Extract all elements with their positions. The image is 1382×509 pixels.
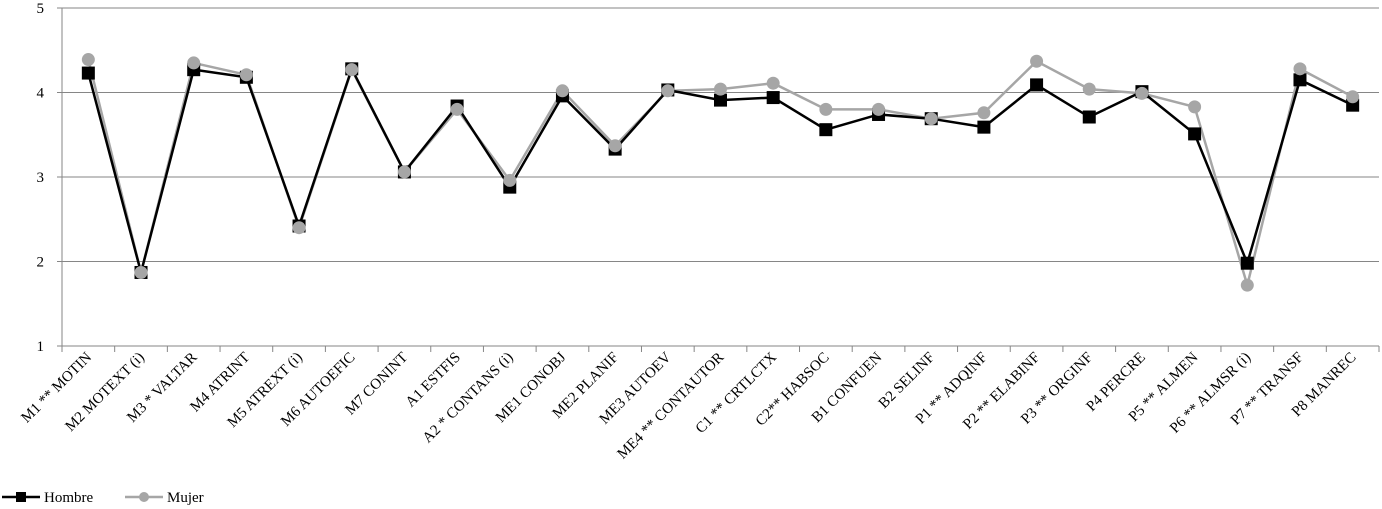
data-point-mujer — [661, 84, 675, 98]
data-point-mujer — [1188, 100, 1202, 114]
gridlines — [61, 7, 1379, 347]
data-point-mujer — [450, 102, 464, 116]
x-tick-label: A2 * CONTANS (i) — [420, 350, 517, 447]
series-group — [81, 53, 1360, 292]
data-point-hombre — [1240, 256, 1254, 270]
data-point-mujer — [345, 63, 359, 77]
data-point-hombre — [766, 91, 780, 105]
data-point-mujer — [608, 139, 622, 153]
data-point-mujer — [924, 112, 938, 126]
data-point-mujer — [1082, 82, 1096, 96]
data-point-mujer — [397, 165, 411, 179]
data-point-mujer — [1030, 54, 1044, 68]
legend-marker-circle — [139, 492, 149, 502]
data-point-hombre — [714, 93, 727, 107]
data-point-mujer — [292, 221, 306, 235]
data-point-mujer — [1346, 90, 1360, 104]
data-point-mujer — [134, 265, 148, 279]
data-point-mujer — [1240, 278, 1254, 292]
data-point-hombre — [81, 66, 95, 80]
data-point-mujer — [714, 82, 727, 96]
legend-marker-square — [16, 492, 26, 502]
y-tick-label: 4 — [37, 86, 45, 102]
data-point-hombre — [819, 123, 833, 137]
data-point-mujer — [1135, 86, 1149, 100]
y-tick-label: 1 — [37, 339, 45, 355]
data-point-mujer — [872, 102, 886, 116]
data-point-mujer — [187, 56, 201, 70]
data-point-mujer — [81, 53, 95, 67]
data-point-mujer — [239, 68, 253, 82]
legend: Hombre Mujer — [2, 490, 204, 506]
x-tick-label: ME4 ** CONTAUTOR — [615, 350, 728, 463]
y-tick-label: 2 — [37, 255, 45, 271]
data-point-hombre — [1188, 127, 1202, 141]
y-tick-label: 3 — [37, 170, 45, 186]
data-point-mujer — [977, 106, 991, 120]
legend-label: Hombre — [44, 490, 93, 506]
data-point-hombre — [1293, 73, 1307, 87]
data-point-mujer — [555, 84, 569, 98]
data-point-mujer — [819, 102, 833, 116]
data-point-mujer — [766, 76, 780, 90]
y-tick-label: 5 — [37, 1, 45, 17]
data-point-mujer — [503, 173, 517, 187]
data-point-hombre — [1082, 110, 1096, 124]
data-point-hombre — [977, 120, 991, 134]
legend-label: Mujer — [167, 490, 204, 506]
data-point-mujer — [1293, 62, 1307, 76]
y-axis-ticks: 1 2 3 4 5 — [37, 1, 62, 355]
data-point-hombre — [1030, 78, 1044, 92]
